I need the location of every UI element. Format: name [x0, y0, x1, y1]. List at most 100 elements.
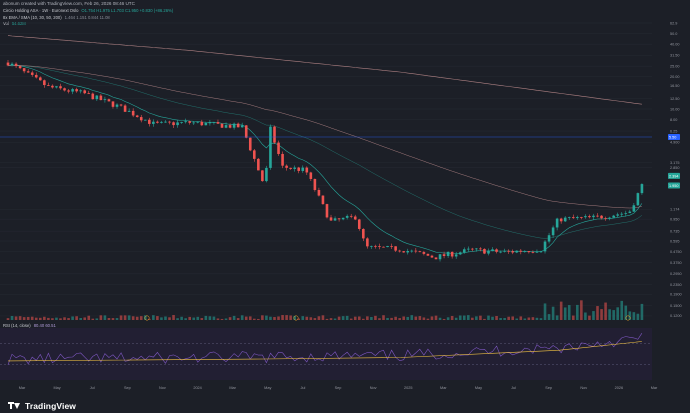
legend-symbol-row[interactable]: Circio Holding ASA · 1W · Euronext Oslo …: [3, 8, 173, 15]
volume-bar: [305, 316, 309, 320]
candle-body: [362, 228, 365, 239]
rsi-values: 80.40 60.51: [33, 323, 56, 328]
candle-body: [261, 170, 264, 182]
volume-bar: [588, 315, 591, 320]
price-badge-label: 2.394: [669, 174, 679, 178]
volume-bar: [479, 315, 482, 320]
candle-body: [123, 105, 127, 112]
candle-body: [462, 249, 466, 253]
price-tick-label: 0.735: [670, 229, 680, 233]
volume-bar: [402, 316, 405, 320]
candle-body: [345, 215, 349, 218]
volume-bar: [10, 315, 14, 320]
volume-bar: [313, 318, 317, 320]
candle-body: [378, 246, 381, 247]
volume-bar: [83, 317, 87, 320]
volume-bar: [172, 315, 175, 320]
volume-bar: [261, 315, 264, 320]
volume-bar: [87, 315, 91, 320]
rsi-legend[interactable]: RSI (14, close) 80.40 60.51: [3, 323, 56, 328]
volume-bar: [176, 318, 179, 320]
candle-body: [559, 218, 563, 222]
candle-body: [14, 63, 18, 67]
legend-ema-values: 1.464 1.151 0.844 11.08: [64, 14, 110, 20]
candle-body: [640, 184, 644, 194]
candle-body: [160, 121, 163, 123]
volume-bar: [14, 316, 18, 320]
volume-bar: [244, 316, 248, 320]
candle-body: [535, 251, 539, 253]
price-tick-label: 16.50: [670, 84, 680, 88]
volume-bar: [131, 316, 135, 320]
candle-body: [357, 219, 361, 229]
earnings-marker-icon: [625, 315, 631, 321]
candle-body: [244, 125, 248, 138]
price-tick-label: 8.00: [670, 118, 677, 122]
candle-body: [43, 80, 46, 85]
candle-body: [507, 250, 510, 252]
candle-body: [527, 251, 531, 253]
candle-body: [329, 217, 333, 221]
volume-bar: [123, 315, 127, 320]
candle-body: [305, 167, 309, 173]
volume-bar: [269, 316, 272, 320]
volume-bar: [503, 317, 506, 320]
legend-ema-row[interactable]: 8x EMA / SMA (10, 30, 50, 200) 1.464 1.1…: [3, 15, 173, 22]
candle-body: [111, 101, 115, 107]
price-badge-label: 5.50: [669, 135, 676, 139]
candle-body: [487, 250, 490, 254]
volume-bar: [535, 317, 539, 320]
volume-bar: [127, 315, 131, 320]
time-axis: Mar May Jul Sep Nov 2024 Mar May Jul Sep Nov 2025 Ma…: [19, 386, 658, 390]
volume-bar: [620, 300, 624, 320]
volume-bar: [458, 315, 462, 320]
volume-bar: [107, 318, 111, 320]
volume-bar: [426, 318, 430, 320]
time-tick-label: Sep: [335, 386, 342, 390]
candle-body: [75, 89, 78, 92]
price-axis-bg: [652, 0, 690, 398]
time-tick-label: Jul: [90, 386, 95, 390]
candle-body: [95, 95, 99, 100]
candle-body: [608, 217, 611, 219]
volume-bar: [471, 317, 474, 320]
volume-bar: [30, 316, 34, 320]
candle-body: [491, 249, 494, 251]
volume-bar: [192, 317, 196, 320]
candle-body: [414, 250, 418, 252]
volume-bar: [462, 315, 466, 320]
candle-body: [442, 254, 446, 256]
legend-vol-row[interactable]: Vol 54.62M: [3, 21, 173, 28]
price-badge: [668, 133, 680, 140]
volume-bar: [410, 315, 414, 320]
candlesticks: [6, 60, 644, 262]
time-tick-label: Nov: [580, 386, 587, 390]
volume-bar: [543, 303, 547, 320]
volume-bar: [51, 318, 54, 320]
candle-body: [131, 110, 135, 116]
price-tick-label: 0.1200: [670, 314, 682, 318]
candle-body: [475, 248, 478, 250]
candle-body: [616, 214, 619, 216]
volume-bar: [527, 317, 531, 320]
price-tick-label: 0.3750: [670, 261, 682, 265]
volume-bar: [511, 316, 515, 320]
candle-body: [285, 165, 288, 168]
rsi-name: RSI (14, close): [3, 323, 31, 328]
volume-bar: [293, 315, 296, 320]
volume-bar: [143, 315, 147, 320]
volume-bar: [531, 317, 535, 320]
candle-body: [273, 126, 276, 143]
volume-bar: [374, 315, 377, 320]
volume-bar: [567, 305, 571, 320]
candle-body: [539, 251, 543, 253]
price-tick-label: 50.0: [670, 32, 677, 36]
candle-body: [596, 215, 599, 217]
price-tick-label: 62.9: [670, 21, 677, 25]
price-tick-label: 10.00: [670, 107, 680, 111]
candle-body: [204, 123, 208, 126]
candle-body: [164, 121, 167, 123]
candle-body: [600, 215, 603, 219]
candle-body: [79, 90, 82, 92]
